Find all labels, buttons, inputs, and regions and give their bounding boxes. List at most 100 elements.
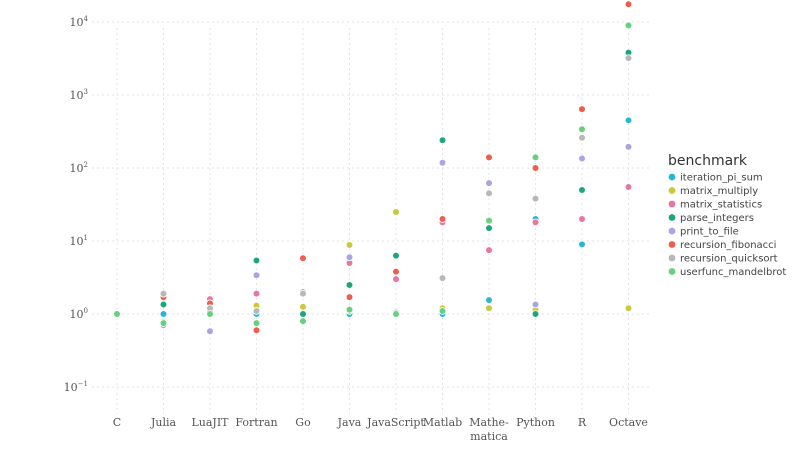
x-tick-label: Mathe-matica [469,416,509,443]
data-point [485,296,493,304]
legend-label: iteration_pi_sum [680,173,763,184]
data-point [485,216,493,225]
data-point [345,293,354,301]
data-point [438,158,447,167]
x-tick-label: Java [337,416,362,429]
legend-marker [668,200,676,208]
data-point [438,274,447,282]
data-point [252,289,261,298]
data-point [531,194,540,203]
series-iteration_pi_sum [113,116,633,318]
x-tick-label: C [113,416,121,429]
y-tick-label: 102 [70,161,88,175]
x-tick-label: Matlab [423,416,462,429]
data-point [624,183,633,191]
x-tick-label: Julia [150,416,177,429]
data-point [624,116,633,125]
legend-label: recursion_quicksort [680,254,778,265]
data-point [206,310,214,318]
legend-label: print_to_file [680,227,739,238]
data-point [159,319,168,327]
legend-label: matrix_multiply [680,186,758,197]
data-points [113,0,633,336]
series-userfunc_mandelbrot [113,21,633,327]
x-tick-label: Go [295,416,311,429]
data-point [345,281,354,289]
data-point [485,179,493,187]
data-point [531,300,540,309]
legend-marker [668,241,676,248]
y-axis: 10−1 100 101 102 103 104 [64,15,89,394]
data-point [578,105,586,113]
data-point [299,317,307,325]
legend-marker [668,227,676,235]
data-point [624,0,633,9]
data-point [438,136,447,145]
data-point [438,215,447,223]
data-point [531,164,540,172]
x-tick-label: Octave [609,416,648,429]
data-point [392,251,400,260]
data-point [531,153,540,162]
data-point [578,125,586,134]
legend-label: userfunc_mandelbrot [680,267,786,278]
x-tick-label: Fortran [235,416,277,429]
data-point [299,310,307,318]
data-point [299,303,307,311]
y-tick-label: 10−1 [64,380,88,394]
series-print_to_file [113,143,633,336]
data-point [392,208,400,216]
data-point [252,256,261,265]
legend-marker [668,254,676,262]
legend-marker [668,268,676,275]
data-point [438,307,447,315]
data-point [624,143,633,151]
data-point [252,319,261,327]
data-point [578,133,586,142]
data-point [206,327,214,336]
y-tick-label: 100 [70,307,88,321]
legend-title: benchmark [668,153,748,169]
legend: benchmark iteration_pi_sum matrix_multipl… [668,153,786,278]
data-point [578,154,586,163]
x-tick-label: LuaJIT [191,416,229,429]
data-point [345,253,354,261]
series-matrix_multiply [113,208,633,326]
data-point [485,189,493,198]
series-matrix_statistics [113,183,633,318]
legend-label: recursion_fibonacci [680,240,776,251]
x-axis: C Julia LuaJIT Fortran Go Java JavaScriptMatla… [113,416,648,443]
x-tick-label: Python [516,416,555,429]
data-point [252,271,261,280]
y-tick-label: 104 [70,15,89,29]
data-point [392,267,400,276]
data-point [159,300,168,309]
data-point [624,304,633,313]
data-point [159,310,168,318]
data-point [531,310,540,318]
data-point [485,304,493,313]
data-point [578,186,586,194]
data-point [624,54,633,62]
series-recursion_fibonacci [113,0,633,334]
x-tick-label: JavaScript [366,416,425,429]
data-point [531,218,540,227]
data-point [485,246,493,254]
legend-label: parse_integers [680,213,754,224]
y-tick-label: 103 [70,88,88,102]
data-point [578,215,586,223]
grid [92,21,652,414]
data-point [345,305,354,314]
legend-label: matrix_statistics [680,200,762,211]
data-point [392,310,400,318]
series-recursion_quicksort [113,54,633,318]
legend-items: iteration_pi_sum matrix_multiply matrix_st… [668,173,786,278]
data-point [113,310,121,318]
data-point [299,254,307,263]
data-point [392,275,400,283]
data-point [578,240,586,249]
data-point [485,224,493,232]
data-point [624,21,633,30]
legend-marker [668,173,676,181]
